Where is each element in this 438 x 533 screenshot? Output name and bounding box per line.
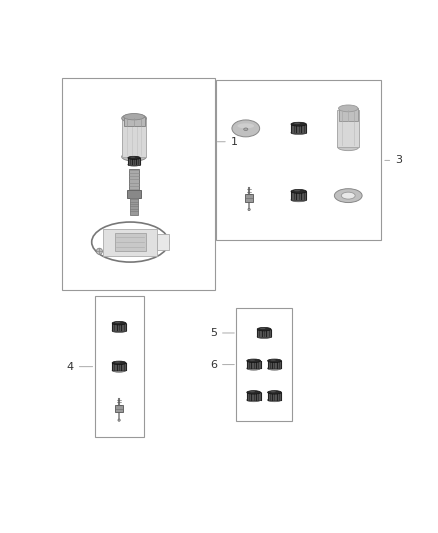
Bar bbox=[127, 190, 141, 198]
Ellipse shape bbox=[112, 369, 126, 372]
Ellipse shape bbox=[112, 321, 126, 325]
Bar bbox=[115, 233, 145, 251]
Ellipse shape bbox=[124, 114, 145, 120]
Bar bbox=[103, 229, 157, 255]
Ellipse shape bbox=[232, 120, 260, 137]
Ellipse shape bbox=[250, 391, 255, 392]
Bar bbox=[62, 78, 215, 290]
Ellipse shape bbox=[291, 198, 306, 202]
Ellipse shape bbox=[244, 128, 248, 131]
Bar bbox=[130, 198, 138, 215]
Text: 6: 6 bbox=[210, 360, 234, 369]
Ellipse shape bbox=[268, 398, 282, 402]
Bar bbox=[337, 110, 359, 147]
Bar bbox=[112, 323, 126, 331]
Bar bbox=[247, 361, 261, 368]
Ellipse shape bbox=[128, 163, 140, 166]
Bar bbox=[339, 108, 358, 120]
Ellipse shape bbox=[247, 398, 261, 402]
Ellipse shape bbox=[115, 322, 120, 323]
Ellipse shape bbox=[131, 157, 135, 158]
Bar bbox=[122, 118, 146, 157]
Ellipse shape bbox=[128, 156, 140, 159]
Ellipse shape bbox=[334, 189, 362, 203]
Ellipse shape bbox=[112, 361, 126, 365]
Ellipse shape bbox=[337, 143, 359, 151]
Bar bbox=[236, 308, 292, 421]
Bar bbox=[291, 124, 306, 133]
Ellipse shape bbox=[270, 359, 276, 361]
Ellipse shape bbox=[257, 335, 271, 338]
Bar bbox=[128, 158, 140, 165]
Ellipse shape bbox=[294, 190, 300, 191]
Ellipse shape bbox=[247, 367, 261, 370]
Bar bbox=[257, 329, 271, 337]
Bar bbox=[268, 361, 282, 368]
Bar bbox=[115, 405, 123, 413]
Bar bbox=[157, 235, 169, 250]
Ellipse shape bbox=[339, 105, 358, 112]
Bar bbox=[247, 392, 261, 400]
Ellipse shape bbox=[257, 327, 271, 331]
Ellipse shape bbox=[260, 328, 265, 329]
Text: 1: 1 bbox=[217, 137, 238, 147]
Ellipse shape bbox=[270, 391, 276, 392]
Ellipse shape bbox=[112, 329, 126, 333]
Bar bbox=[112, 363, 126, 370]
Ellipse shape bbox=[250, 359, 255, 361]
Text: 3: 3 bbox=[385, 156, 402, 165]
Ellipse shape bbox=[291, 122, 306, 126]
Ellipse shape bbox=[294, 123, 300, 124]
Ellipse shape bbox=[341, 192, 355, 199]
Ellipse shape bbox=[268, 367, 282, 370]
Ellipse shape bbox=[118, 419, 120, 421]
Ellipse shape bbox=[122, 152, 146, 161]
Ellipse shape bbox=[268, 359, 282, 362]
Ellipse shape bbox=[237, 123, 254, 128]
Bar bbox=[291, 191, 306, 200]
Bar bbox=[216, 80, 381, 240]
Ellipse shape bbox=[96, 248, 102, 254]
Bar bbox=[245, 194, 253, 202]
Ellipse shape bbox=[122, 114, 146, 123]
Text: 5: 5 bbox=[210, 328, 234, 338]
Ellipse shape bbox=[248, 208, 250, 211]
Ellipse shape bbox=[247, 359, 261, 362]
Bar bbox=[268, 392, 282, 400]
Bar bbox=[129, 169, 139, 192]
Bar bbox=[95, 296, 144, 438]
Text: 4: 4 bbox=[67, 361, 92, 372]
Ellipse shape bbox=[268, 391, 282, 394]
Ellipse shape bbox=[115, 361, 120, 363]
Bar bbox=[124, 117, 145, 126]
Ellipse shape bbox=[247, 391, 261, 394]
Ellipse shape bbox=[291, 131, 306, 134]
Ellipse shape bbox=[291, 189, 306, 193]
